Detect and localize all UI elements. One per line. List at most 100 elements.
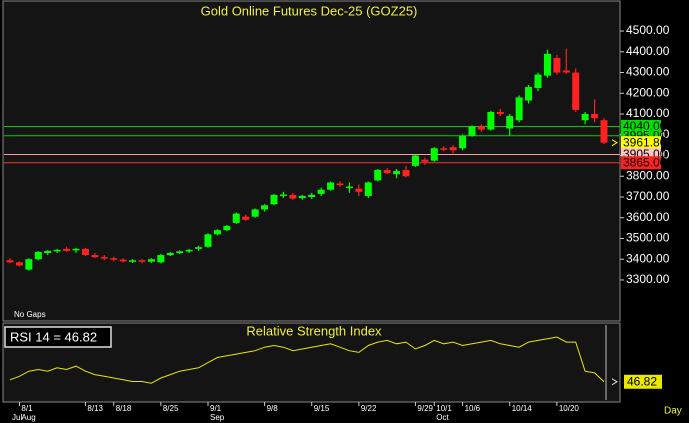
x-tick-label: 10/6 <box>465 404 481 413</box>
candle-body <box>421 159 429 162</box>
candle-body <box>34 251 42 260</box>
level-label: 3961.80 <box>623 135 667 149</box>
x-tick-label: 8/1 <box>21 404 33 413</box>
candle-body <box>430 148 438 161</box>
x-tick-label: 9/1 <box>210 404 222 413</box>
candle-body <box>72 248 80 251</box>
candle-body <box>487 111 495 130</box>
candle-body <box>440 148 448 150</box>
period: Day <box>664 406 682 417</box>
level-label-box <box>621 156 661 170</box>
rsi-marker <box>611 378 618 386</box>
candle-body <box>100 257 108 259</box>
candle-body <box>468 126 476 136</box>
x-tick-label: 9/29 <box>417 404 433 413</box>
candle-body <box>402 170 410 177</box>
candle-body <box>195 247 203 249</box>
y-tick-label: 4100.00 <box>626 106 670 120</box>
x-tick-label: 8/13 <box>87 404 103 413</box>
candle-body <box>6 260 14 263</box>
candle-body <box>562 70 570 73</box>
x-tick-label: 10/20 <box>559 404 580 413</box>
candle-body <box>119 259 127 262</box>
candle-body <box>525 87 533 101</box>
candle-body <box>345 186 353 189</box>
price-panel <box>2 0 621 322</box>
candle-body <box>251 209 259 217</box>
candle-body <box>411 155 419 166</box>
candle-body <box>166 252 174 256</box>
candle-body <box>147 259 155 262</box>
y-tick-label: 3600.00 <box>626 210 670 224</box>
candle-body <box>553 58 561 73</box>
y-tick-label: 3300.00 <box>626 272 670 286</box>
candle-body <box>279 194 287 197</box>
candle-body <box>223 226 231 231</box>
candle-body <box>204 234 212 247</box>
candle-body <box>317 189 325 194</box>
candle-body <box>298 195 306 199</box>
candle-body <box>600 120 608 143</box>
y-tick-label: 4200.00 <box>626 85 670 99</box>
candle-body <box>477 126 485 130</box>
month-label: Sep <box>210 413 225 422</box>
candle-body <box>336 183 344 186</box>
level-label-box <box>621 136 661 150</box>
candle-body <box>185 249 193 252</box>
rsi-label: RSI 14 = 46.82 <box>10 329 97 344</box>
candle-body <box>213 230 221 235</box>
candle-body <box>232 213 240 223</box>
candle-body <box>496 111 504 115</box>
candle-body <box>364 182 372 196</box>
candle-body <box>515 97 523 121</box>
candle-body <box>81 248 89 256</box>
candle-body <box>157 255 165 263</box>
y-tick-label: 4400.00 <box>626 44 670 58</box>
candle-body <box>581 114 589 121</box>
candle-body <box>543 53 551 76</box>
x-tick-label: 8/18 <box>116 404 132 413</box>
candle-body <box>383 170 391 174</box>
y-tick-label: 3400.00 <box>626 251 670 265</box>
candle-body <box>242 216 250 220</box>
note: No Gaps <box>14 310 46 319</box>
rsi-title: Relative Strength Index <box>246 323 382 338</box>
candle-body <box>355 188 363 192</box>
x-tick-label: 9/22 <box>361 404 377 413</box>
candle-body <box>591 114 599 119</box>
x-tick-label: 9/8 <box>267 404 279 413</box>
x-tick-label: 10/14 <box>512 404 533 413</box>
rsi-value-box <box>624 374 662 389</box>
candle-body <box>289 194 297 199</box>
y-tick-label: 4500.00 <box>626 23 670 37</box>
level-label: 3865.00 <box>623 155 667 169</box>
x-tick-label: 8/25 <box>163 404 179 413</box>
rsi-line <box>9 336 605 384</box>
candle-body <box>534 74 542 89</box>
candle-body <box>53 249 61 252</box>
candle-body <box>138 260 146 262</box>
x-tick-label: 10/1 <box>436 404 452 413</box>
candle-body <box>110 258 118 260</box>
month-label: Oct <box>436 413 449 422</box>
candle-body <box>459 135 467 149</box>
y-tick-label: 3700.00 <box>626 189 670 203</box>
candle-body <box>506 116 514 129</box>
candle-body <box>572 72 580 110</box>
x-tick-label: 9/15 <box>314 404 330 413</box>
candle-body <box>176 251 184 253</box>
candle-body <box>15 262 23 266</box>
candle-body <box>129 260 137 262</box>
candle-body <box>308 194 316 197</box>
chart-title: Gold Online Futures Dec-25 (GOZ25) <box>201 3 418 18</box>
y-tick-label: 3500.00 <box>626 231 670 245</box>
y-tick-label: 4300.00 <box>626 65 670 79</box>
candle-body <box>327 182 335 190</box>
y-tick-label: 3800.00 <box>626 168 670 182</box>
candle-body <box>449 147 457 151</box>
candle-body <box>270 194 278 205</box>
candle-body <box>44 250 52 253</box>
candle-body <box>25 259 33 270</box>
last-price-marker <box>611 139 618 147</box>
